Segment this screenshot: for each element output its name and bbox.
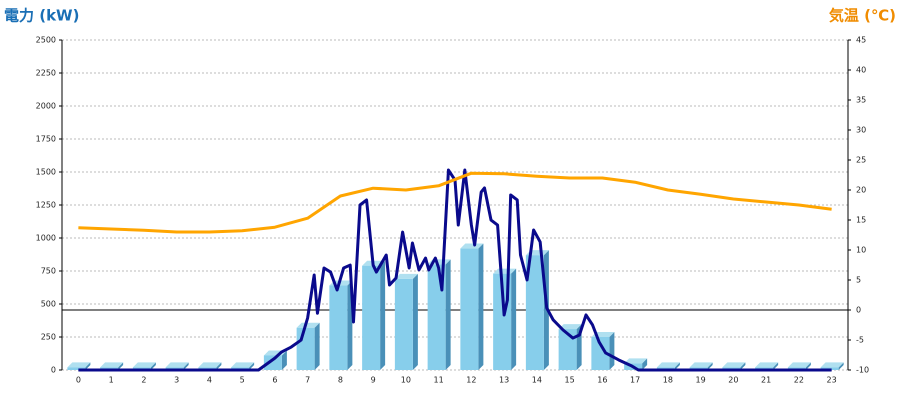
x-tick-label: 3 bbox=[174, 376, 179, 385]
y2-tick-label: 25 bbox=[856, 156, 866, 165]
x-tick-label: 0 bbox=[76, 376, 81, 385]
x-tick-label: 7 bbox=[305, 376, 310, 385]
x-tick-label: 18 bbox=[663, 376, 673, 385]
bar bbox=[362, 260, 386, 370]
y2-tick-label: 0 bbox=[856, 306, 861, 315]
y-tick-label: 2000 bbox=[36, 102, 56, 111]
x-tick-label: 22 bbox=[794, 376, 804, 385]
x-tick-label: 8 bbox=[338, 376, 343, 385]
bar bbox=[67, 362, 91, 370]
y2-tick-label: -5 bbox=[856, 336, 864, 345]
bar bbox=[263, 350, 287, 370]
y-tick-label: 250 bbox=[41, 333, 56, 342]
y2-tick-label: 20 bbox=[856, 186, 866, 195]
y2-tick-label: -10 bbox=[856, 366, 869, 375]
x-tick-label: 12 bbox=[466, 376, 476, 385]
y-tick-label: 0 bbox=[51, 366, 56, 375]
y-tick-label: 1250 bbox=[36, 201, 56, 210]
x-tick-label: 9 bbox=[371, 376, 376, 385]
x-tick-label: 5 bbox=[240, 376, 245, 385]
y2-tick-label: 40 bbox=[856, 66, 866, 75]
y-tick-label: 2500 bbox=[36, 36, 56, 45]
y2-tick-label: 10 bbox=[856, 246, 866, 255]
y2-tick-label: 15 bbox=[856, 216, 866, 225]
x-tick-label: 4 bbox=[207, 376, 212, 385]
x-tick-label: 11 bbox=[434, 376, 444, 385]
x-tick-label: 16 bbox=[597, 376, 607, 385]
y-tick-label: 1500 bbox=[36, 168, 56, 177]
x-tick-label: 20 bbox=[728, 376, 738, 385]
line bbox=[78, 168, 832, 372]
x-tick-label: 10 bbox=[401, 376, 411, 385]
bar bbox=[460, 243, 484, 370]
x-tick-label: 15 bbox=[565, 376, 575, 385]
y-tick-label: 2250 bbox=[36, 69, 56, 78]
x-tick-label: 23 bbox=[827, 376, 837, 385]
y2-tick-label: 30 bbox=[856, 126, 866, 135]
bar bbox=[296, 322, 320, 370]
y-tick-label: 1000 bbox=[36, 234, 56, 243]
x-tick-label: 13 bbox=[499, 376, 509, 385]
y-tick-label: 1750 bbox=[36, 135, 56, 144]
x-tick-label: 21 bbox=[761, 376, 771, 385]
x-tick-label: 6 bbox=[272, 376, 277, 385]
bar bbox=[493, 268, 517, 370]
y-axis-title: 電力 (kW) bbox=[4, 7, 79, 25]
y2-tick-label: 45 bbox=[856, 36, 866, 45]
x-tick-label: 17 bbox=[630, 376, 640, 385]
line bbox=[78, 171, 832, 234]
y2-axis-title: 気温 (℃) bbox=[829, 7, 896, 25]
x-tick-label: 2 bbox=[141, 376, 146, 385]
bar bbox=[394, 273, 418, 370]
x-tick-label: 1 bbox=[109, 376, 114, 385]
x-tick-label: 14 bbox=[532, 376, 542, 385]
y-tick-label: 750 bbox=[41, 267, 56, 276]
y2-tick-label: 35 bbox=[856, 96, 866, 105]
y-tick-label: 500 bbox=[41, 300, 56, 309]
x-tick-label: 19 bbox=[696, 376, 706, 385]
bar bbox=[329, 280, 353, 370]
y2-tick-label: 5 bbox=[856, 276, 861, 285]
